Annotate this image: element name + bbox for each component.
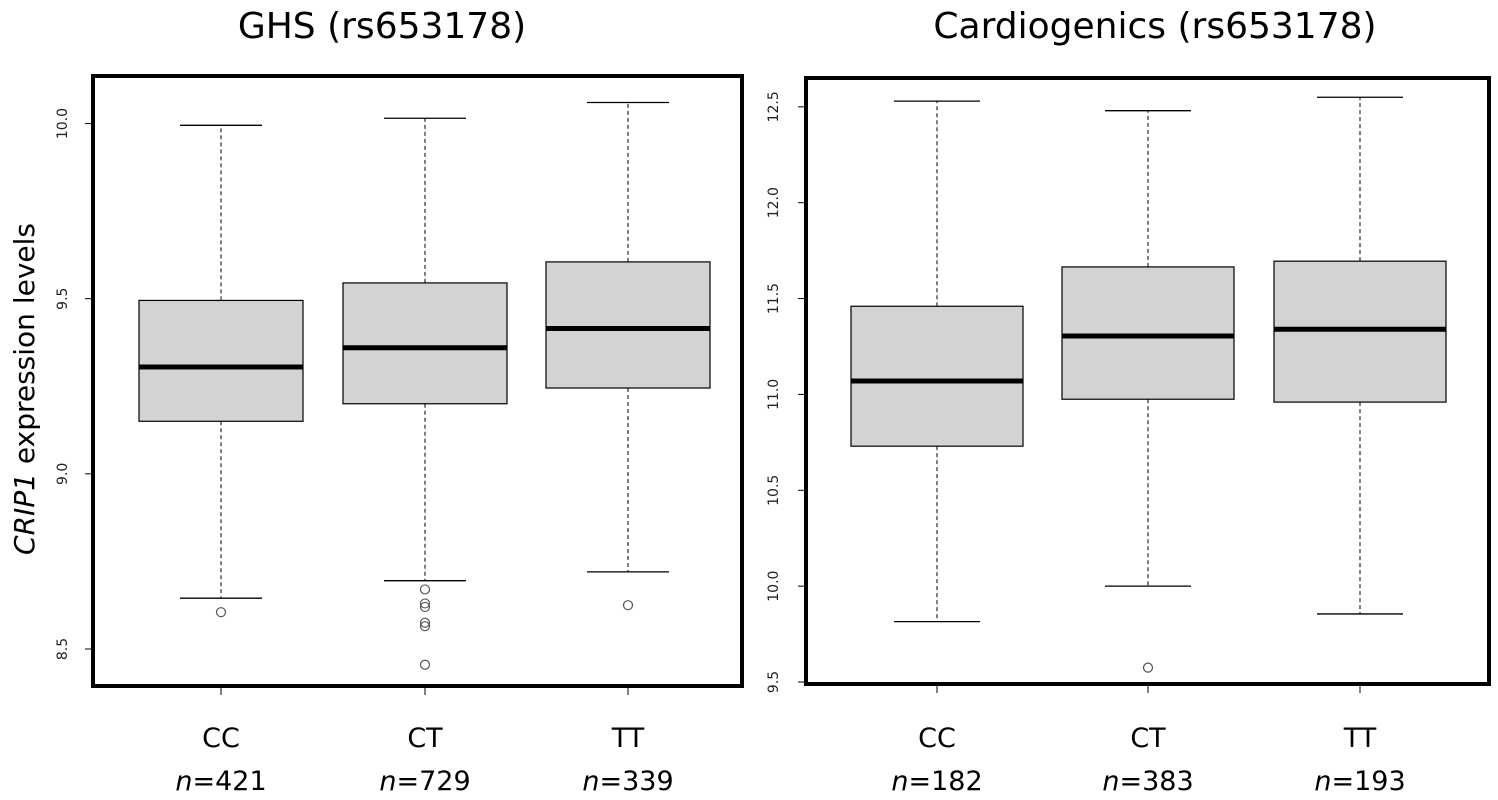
sample-size-label: n=339 — [582, 766, 673, 797]
chart-title: Cardiogenics (rs653178) — [933, 6, 1376, 47]
sample-size-value: =383 — [1119, 766, 1193, 797]
outlier-point — [419, 659, 431, 670]
plot-frame — [91, 74, 744, 688]
box-ct — [342, 117, 508, 670]
chart-title: GHS (rs653178) — [238, 6, 526, 47]
box-cc — [850, 100, 1024, 623]
sample-size-value: =182 — [908, 766, 982, 797]
iqr-box — [342, 282, 508, 405]
iqr-box — [138, 299, 304, 422]
y-tick-label: 9.5 — [55, 288, 71, 310]
category-label: CC — [918, 723, 956, 754]
sample-size-label: n=729 — [379, 766, 470, 797]
sample-size-symbol: n — [1314, 766, 1331, 797]
y-tick-label: 11.0 — [766, 379, 782, 410]
category-label: TT — [1343, 723, 1377, 754]
sample-size-value: =339 — [599, 766, 673, 797]
iqr-box — [545, 261, 711, 389]
y-tick-label: 8.5 — [55, 638, 71, 660]
category-label: TT — [611, 723, 645, 754]
sample-size-symbol: n — [1102, 766, 1119, 797]
outlier-point — [419, 584, 431, 595]
sample-size-label: n=182 — [891, 766, 982, 797]
cardiogenics-boxplot: Cardiogenics (rs653178) 9.5 10.0 10.5 11.0 11… — [766, 6, 1491, 797]
outlier-point — [1142, 662, 1154, 673]
box-ct — [1061, 110, 1235, 673]
y-tick-label: 9.5 — [766, 671, 782, 693]
outlier-point — [419, 598, 431, 609]
box-tt — [1273, 96, 1447, 615]
y-axis-label-gene: CRIP1 — [8, 473, 41, 555]
outlier-point — [419, 621, 431, 632]
category-label: CC — [202, 723, 240, 754]
box-cc — [138, 124, 304, 618]
sample-size-value: =729 — [396, 766, 470, 797]
sample-size-value: =421 — [192, 766, 266, 797]
y-axis-label: CRIP1 expression levels — [8, 223, 41, 555]
category-label: CT — [1130, 723, 1166, 754]
y-tick-label: 10.5 — [766, 475, 782, 506]
outlier-point — [419, 617, 431, 628]
outlier-point — [419, 601, 431, 613]
box-tt — [545, 101, 711, 611]
y-tick-label: 10.0 — [766, 571, 782, 602]
plot-frame — [804, 76, 1491, 686]
sample-size-symbol: n — [175, 766, 192, 797]
sample-size-label: n=421 — [175, 766, 266, 797]
sample-size-symbol: n — [891, 766, 908, 797]
outlier-point — [622, 600, 634, 611]
sample-size-label: n=193 — [1314, 766, 1405, 797]
y-axis-label-text: expression levels — [8, 223, 41, 473]
y-tick-label: 12.5 — [766, 91, 782, 122]
y-tick-label: 9.0 — [55, 463, 71, 485]
sample-size-value: =193 — [1331, 766, 1405, 797]
category-label: CT — [407, 723, 443, 754]
y-tick-label: 12.0 — [766, 187, 782, 218]
ghs-boxplot: GHS (rs653178)8.59.09.510.0CCn=421CTn=72… — [55, 6, 744, 797]
y-tick-label: 10.0 — [55, 108, 71, 139]
outlier-point — [215, 607, 227, 618]
sample-size-symbol: n — [379, 766, 396, 797]
iqr-box — [850, 305, 1024, 447]
y-tick-label: 11.5 — [766, 283, 782, 314]
sample-size-label: n=383 — [1102, 766, 1193, 797]
sample-size-symbol: n — [582, 766, 599, 797]
iqr-box — [1061, 266, 1235, 400]
